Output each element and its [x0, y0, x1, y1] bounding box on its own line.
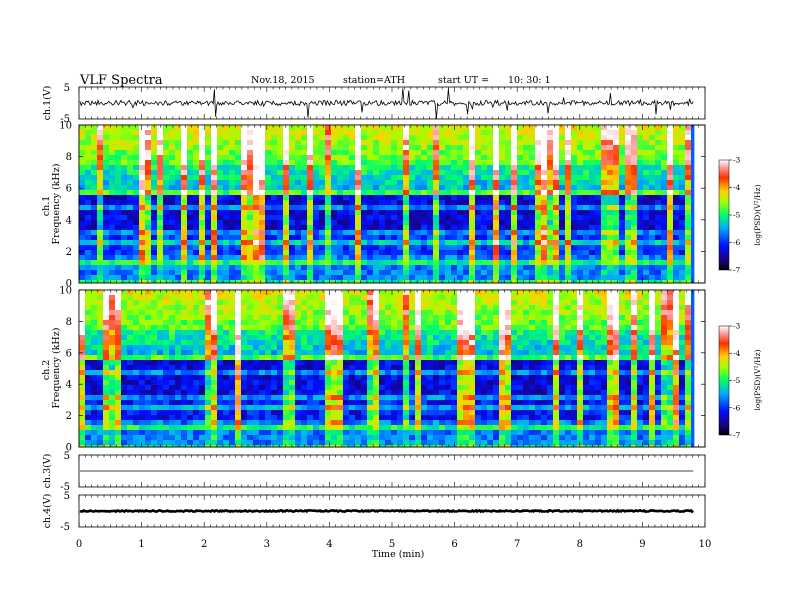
start-time-value: 10: 30: 1: [508, 75, 551, 86]
time-tick-label: 5: [389, 539, 395, 550]
ch2-spec-ytick-label: 10: [59, 286, 72, 297]
ch1-spec-ytick-label: 6: [66, 184, 72, 195]
ch3-ylabel: ch.3(V): [42, 454, 53, 489]
ch2-colorbar-cbtick-label: -4: [733, 349, 741, 358]
ch2-spec-ytick-label: 0: [66, 443, 72, 454]
time-tick-label: 0: [76, 539, 82, 550]
ch2-spectrogram: [79, 290, 695, 447]
time-tick-label: 3: [264, 539, 270, 550]
time-tick-label: 6: [451, 539, 457, 550]
ch3-tick-top: 5: [64, 451, 70, 462]
ch2-spec-ytick-label: 8: [66, 317, 72, 328]
ch1-spec-ytick-label: 4: [66, 215, 72, 226]
ch1-ylabel: ch.1(V): [42, 86, 53, 121]
ch4-waveform-trace: [79, 508, 695, 514]
date-label: Nov.18, 2015: [251, 75, 315, 86]
time-tick-label: 7: [514, 539, 520, 550]
ch1-colorbar-cbtick-label: -6: [733, 238, 741, 247]
ch1-colorbar-cbtick-label: -5: [733, 211, 741, 220]
time-tick-label: 10: [699, 539, 712, 550]
ch2-colorbar-label: log(PSD)(V²/Hz): [753, 349, 762, 410]
ch2-colorbar: [718, 325, 730, 436]
ch2-colorbar-cbtick-label: -5: [733, 376, 741, 385]
ch2-colorbar-cbtick-label: -3: [733, 322, 741, 331]
ch4-tick-top: 5: [64, 491, 70, 502]
ch3-tick-bottom: -5: [60, 482, 70, 493]
ch1-spec-channel-label: ch.1: [41, 196, 52, 217]
ch3-waveform-panel: 5 -5 ch.3(V): [42, 451, 706, 493]
ch2-spec-ytick-label: 2: [66, 411, 72, 422]
ch1-spectrogram: [79, 125, 695, 283]
ch4-ylabel: ch.4(V): [42, 494, 53, 529]
ch1-waveform-trace: [79, 88, 694, 120]
ch2-spec-ytick-label: 4: [66, 380, 72, 391]
ch4-tick-bottom: -5: [60, 522, 70, 533]
station-label: station=ATH: [343, 75, 405, 86]
ch2-colorbar-cbtick-label: -6: [733, 403, 741, 412]
ch1-spec-ylabel: Frequency (kHz): [51, 164, 62, 245]
ch1-waveform-panel: 5 -5 ch.1(V): [42, 83, 706, 125]
time-tick-label: 8: [577, 539, 583, 550]
ch1-spec-ytick-label: 10: [59, 121, 72, 132]
ch1-colorbar-cbtick-label: -3: [733, 156, 741, 165]
ch1-tick-bottom: -5: [60, 114, 70, 125]
time-axis-label: Time (min): [372, 549, 425, 560]
ch2-spec-channel-label: ch.2: [41, 360, 52, 381]
time-tick-label: 1: [138, 539, 144, 550]
ch1-spec-ytick-label: 0: [66, 279, 72, 290]
time-tick-label: 4: [326, 539, 332, 550]
figure-title: VLF Spectra: [79, 73, 163, 88]
ch1-colorbar-cbtick-label: -4: [733, 183, 741, 192]
ch2-spec-ylabel: Frequency (kHz): [51, 328, 62, 409]
ch1-tick-top: 5: [64, 83, 70, 94]
start-time-label: start UT =: [438, 75, 489, 86]
ch1-colorbar-cbtick-label: -7: [733, 266, 741, 275]
ch1-spec-ytick-label: 8: [66, 152, 72, 163]
ch1-colorbar: [718, 159, 730, 271]
time-tick-label: 9: [639, 539, 645, 550]
time-tick-label: 2: [201, 539, 207, 550]
ch2-spec-ytick-label: 6: [66, 348, 72, 359]
ch4-waveform-panel: 5 -5 ch.4(V): [42, 491, 706, 533]
ch1-spec-ytick-label: 2: [66, 247, 72, 258]
ch1-colorbar-label: log(PSD)(V²/Hz): [753, 184, 762, 245]
time-axis: 0 1 2 3 4 5 6 7 8 9 10: [76, 87, 712, 550]
ch2-colorbar-cbtick-label: -7: [733, 431, 741, 440]
